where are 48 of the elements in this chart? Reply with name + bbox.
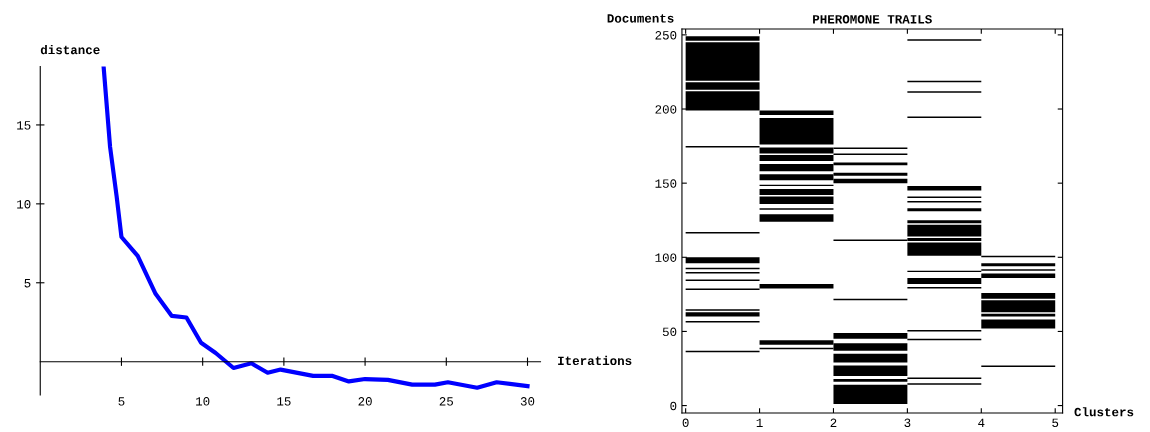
y-axis-title: distance (40, 45, 100, 55)
y-tick-label: 15 (17, 121, 31, 130)
bar (981, 313, 1056, 317)
bar (833, 384, 908, 405)
bar (833, 353, 908, 363)
bar (759, 214, 834, 222)
x-tick-label: 25 (439, 397, 453, 406)
bar (907, 224, 982, 237)
y-tick-label: 150 (655, 179, 677, 188)
bar (981, 273, 1056, 279)
bar (981, 319, 1056, 329)
x-tick-label: 5 (118, 397, 125, 406)
y-tick-label: 10 (17, 200, 31, 209)
bar (759, 110, 834, 115)
bar (833, 378, 908, 382)
x-tick-label: 1 (756, 418, 763, 427)
x-tick-label: 15 (277, 397, 291, 406)
y-axis-title: Documents (607, 14, 674, 23)
y-tick-label: 250 (655, 31, 677, 40)
x-tick-label: 5 (1052, 418, 1059, 428)
x-axis-title: Clusters (1074, 407, 1134, 417)
x-axis-title: Iterations (558, 355, 632, 366)
x-tick-label: 30 (520, 397, 535, 406)
bar (759, 189, 834, 196)
y-tick-label: 5 (24, 279, 31, 288)
bar (759, 196, 834, 204)
bar (907, 278, 982, 284)
bar (907, 220, 982, 224)
x-tick-label: 10 (196, 397, 210, 406)
bar (685, 312, 760, 317)
x-tick-label: 0 (682, 418, 689, 428)
y-tick-label: 100 (655, 253, 677, 262)
bar (759, 117, 834, 145)
y-tick-label: 200 (655, 105, 677, 114)
bar (685, 257, 760, 264)
chart-title: PHEROMONE TRAILS (813, 15, 932, 24)
line-series (101, 66, 530, 390)
bar (833, 365, 908, 376)
y-tick-label: 50 (662, 327, 677, 337)
bar (981, 263, 1056, 267)
x-tick-label: 4 (978, 418, 985, 427)
bar (907, 186, 982, 191)
bar (907, 208, 982, 212)
x-tick-label: 3 (904, 418, 911, 428)
x-tick-label: 2 (830, 418, 837, 427)
bar (907, 242, 982, 256)
bar (833, 332, 908, 339)
x-tick-label: 20 (358, 397, 372, 406)
